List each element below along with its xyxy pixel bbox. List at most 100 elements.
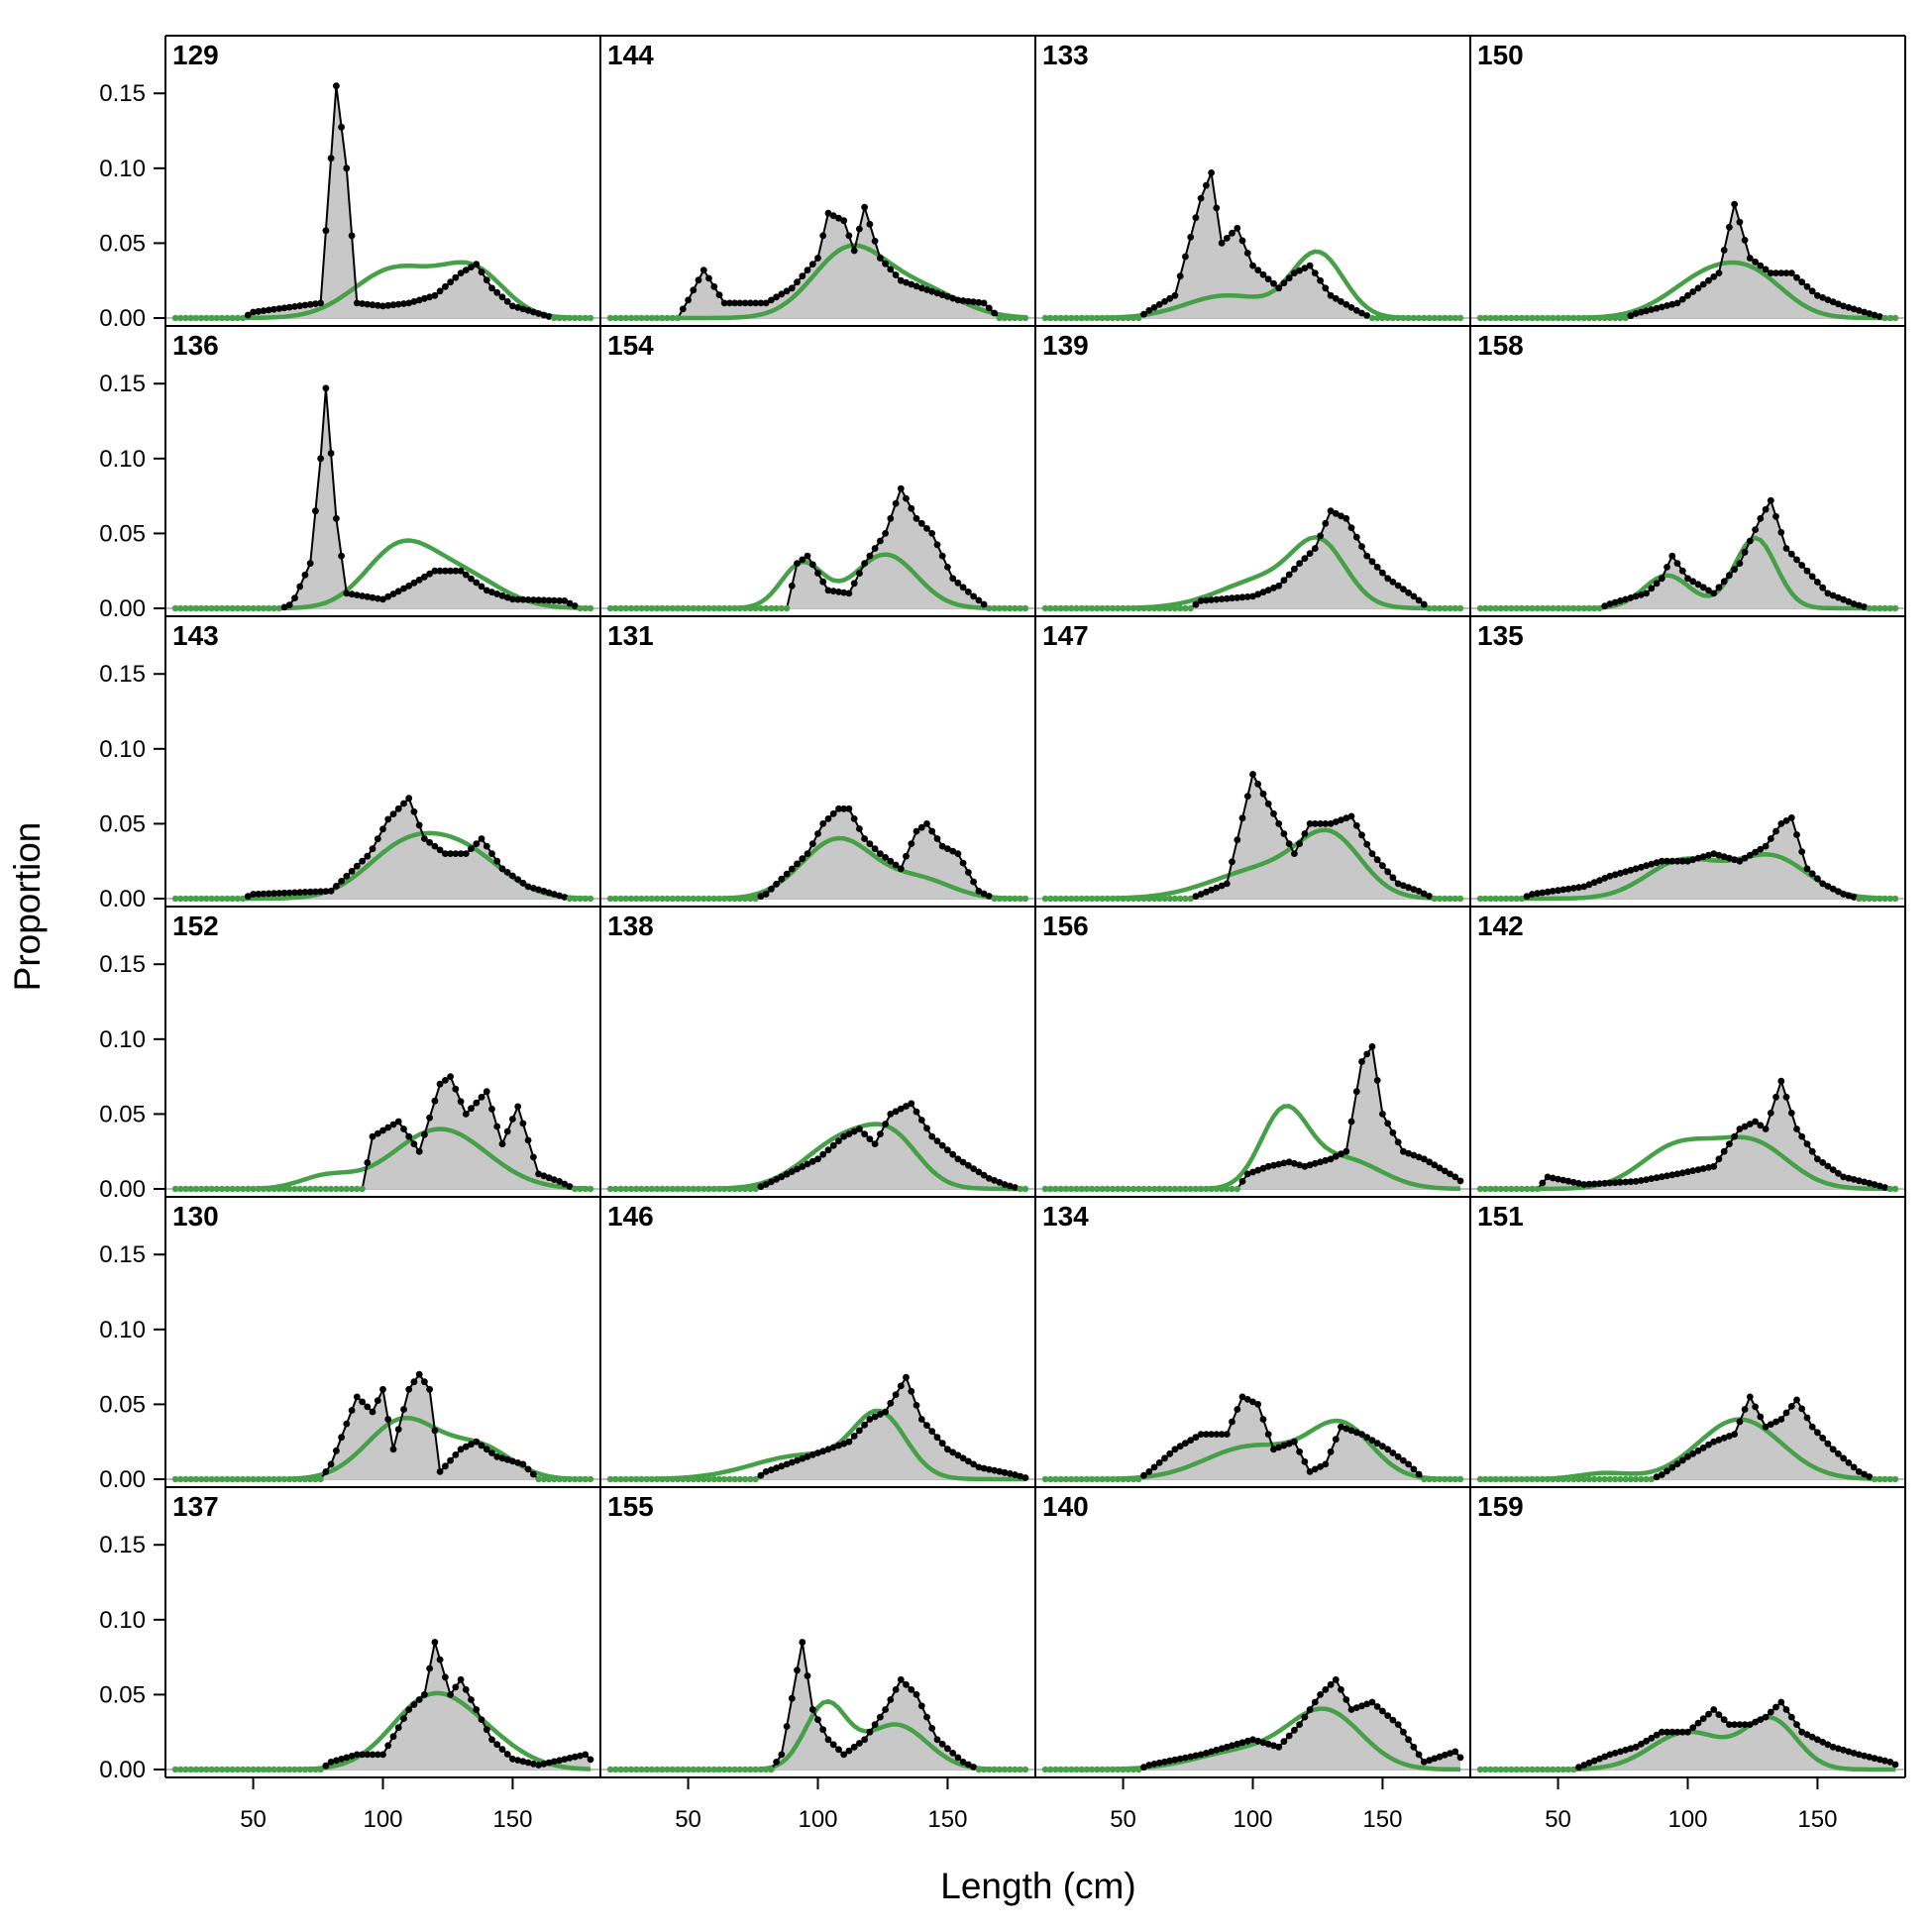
observed-point [1585,881,1593,889]
observed-point [1001,1766,1009,1773]
observed-point [1373,1440,1381,1448]
observed-point [1052,895,1059,903]
observed-point [757,1471,765,1479]
observed-area [1045,172,1460,318]
observed-point [1405,1460,1412,1468]
observed-point [462,571,470,579]
observed-point [1041,1475,1049,1483]
observed-point [643,1475,650,1483]
observed-point [171,895,179,903]
observed-point [1492,1185,1499,1193]
observed-point [239,314,247,322]
observed-point [1575,1764,1582,1771]
observed-point [338,1756,345,1763]
observed-point [705,895,712,903]
observed-point [1317,1691,1324,1698]
observed-point [255,890,263,898]
observed-point [244,893,252,901]
observed-point [1590,1180,1598,1188]
observed-point [850,580,858,588]
observed-point [436,846,444,854]
observed-point [1808,573,1816,581]
observed-point [1389,1128,1397,1136]
observed-point [1814,1155,1821,1163]
observed-point [1078,604,1085,612]
observed-point [426,1114,433,1122]
observed-point [617,314,624,322]
observed-point [606,1766,614,1773]
observed-point [1161,1185,1168,1193]
observed-point [845,1747,853,1755]
observed-point [747,1766,754,1773]
observed-point [1564,1475,1572,1483]
observed-point [1580,314,1588,322]
observed-point [752,1475,759,1483]
observed-point [1094,1766,1101,1773]
observed-point [1234,836,1241,844]
observed-point [1824,1440,1832,1448]
observed-point [1881,1475,1888,1483]
panel-label: 150 [1477,40,1524,70]
observed-point [674,604,682,612]
observed-point [1285,1158,1293,1166]
observed-point [312,1185,319,1193]
panel-label: 136 [172,330,219,361]
observed-point [1673,560,1681,567]
observed-point [359,1398,366,1406]
observed-point [736,1475,744,1483]
observed-point [1508,1766,1515,1773]
observed-point [488,850,495,857]
observed-point [1762,266,1770,273]
observed-point [1622,868,1630,876]
observed-point [1482,1185,1489,1193]
observed-point [1415,1751,1423,1759]
observed-point [1145,895,1153,903]
observed-point [1668,1728,1676,1736]
observed-point [685,296,692,304]
observed-point [473,261,481,268]
observed-point [757,299,765,307]
observed-point [577,1185,584,1193]
observed-point [1518,1185,1526,1193]
observed-point [1012,604,1019,612]
observed-point [980,890,988,898]
observed-point [1757,1413,1765,1421]
observed-point [659,1475,666,1483]
observed-line [175,387,590,609]
observed-point [1109,604,1117,612]
observed-point [462,850,470,857]
observed-point [1585,1475,1593,1483]
observed-point [1664,1467,1670,1475]
observed-point [736,604,744,612]
observed-point [1529,891,1536,898]
observed-point [871,238,879,245]
observed-point [260,1185,268,1193]
observed-point [198,1185,205,1193]
observed-point [1456,1754,1464,1762]
observed-point [405,1132,413,1140]
observed-point [1772,512,1779,520]
observed-point [778,1751,786,1759]
observed-point [1497,314,1505,322]
observed-point [877,1411,884,1418]
observed-point [835,1137,842,1144]
observed-point [1456,1177,1464,1185]
observed-point [690,1185,697,1193]
observed-point [840,589,848,596]
observed-point [224,1766,231,1773]
observed-point [814,1155,821,1163]
observed-point [720,299,728,307]
observed-point [1632,592,1640,600]
observed-point [659,604,666,612]
observed-point [1787,550,1795,558]
observed-point [1410,1465,1418,1473]
observed-point [1187,234,1195,241]
observed-point [1249,1168,1256,1176]
observed-point [260,604,268,612]
observed-point [975,1168,983,1176]
observed-point [1374,314,1381,322]
observed-point [705,1766,712,1773]
observed-point [1229,858,1235,866]
observed-point [933,1736,941,1744]
observed-point [322,227,330,235]
